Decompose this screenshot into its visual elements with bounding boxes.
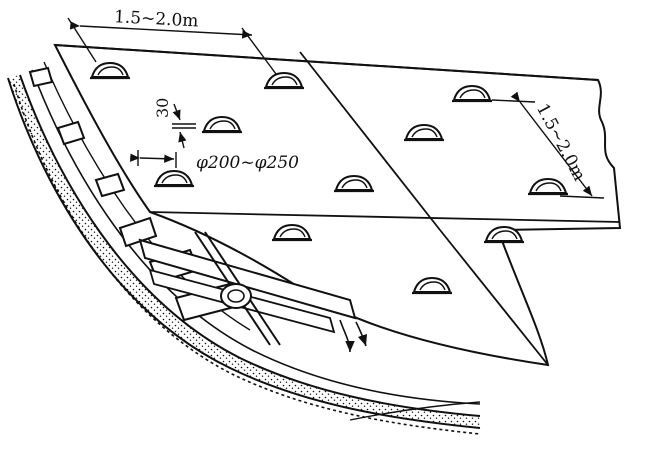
spacing-top-label: 1.5~2.0m: [114, 7, 199, 31]
facing-panel: [53, 43, 622, 367]
dimension-diameter: [130, 150, 177, 168]
dimension-top: [67, 17, 277, 75]
dimension-depth: [172, 103, 196, 149]
dimension-right: [491, 91, 605, 199]
diameter-label: φ200~φ250: [196, 153, 299, 173]
drain-pipe: [138, 231, 368, 353]
depth-label: 30: [153, 98, 172, 118]
